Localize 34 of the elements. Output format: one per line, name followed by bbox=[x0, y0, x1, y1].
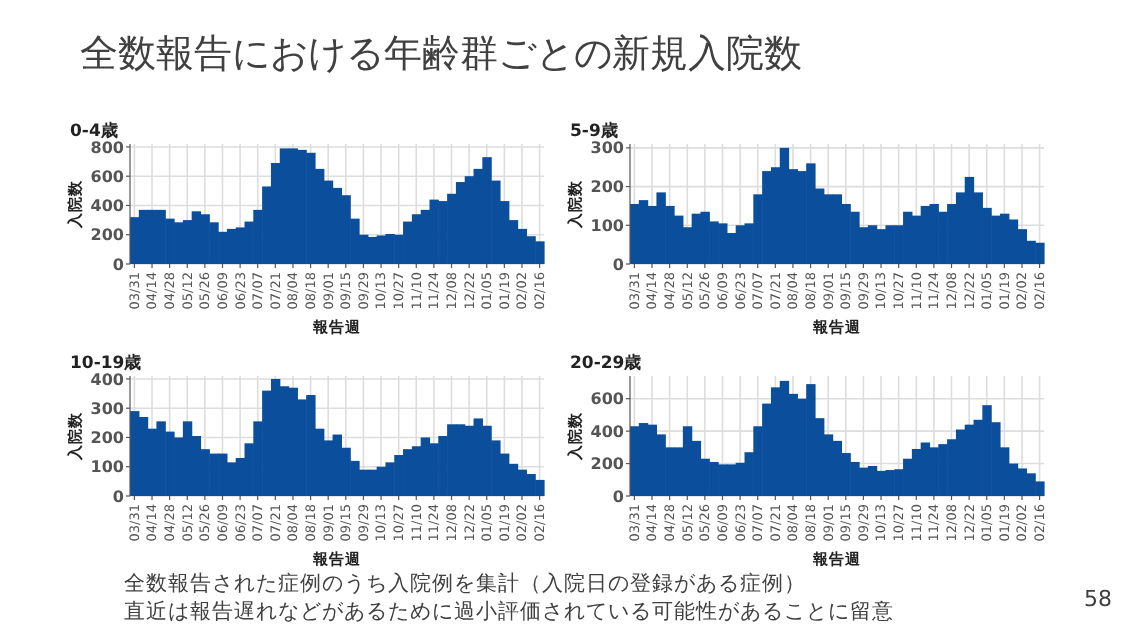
y-tick-label: 600 bbox=[590, 390, 625, 409]
bar bbox=[929, 447, 939, 496]
text: 全数報告における年齢群ごとの新規入院数 bbox=[80, 32, 802, 76]
text: 全数報告された症例のうち入院例を集計（入院日の登録がある症例） bbox=[124, 570, 806, 596]
text: 58 bbox=[1084, 586, 1112, 612]
y-tick-label: 600 bbox=[90, 167, 125, 186]
chart-title: 5-9歳 bbox=[570, 120, 619, 142]
chart-title: 0-4歳 bbox=[70, 120, 119, 142]
y-tick-label: 0 bbox=[612, 487, 625, 506]
chart-title: 20-29歳 bbox=[570, 352, 643, 374]
y-tick-label: 100 bbox=[590, 216, 625, 235]
bar bbox=[429, 199, 439, 264]
chart-title: 10-19歳 bbox=[70, 352, 143, 374]
y-tick-label: 200 bbox=[590, 178, 625, 197]
y-tick-label: 200 bbox=[90, 429, 125, 448]
y-tick-label: 800 bbox=[90, 138, 125, 157]
y-tick-label: 300 bbox=[590, 139, 625, 158]
y-tick-label: 200 bbox=[590, 455, 625, 474]
bar bbox=[385, 234, 395, 264]
y-tick-label: 200 bbox=[90, 226, 125, 245]
bar bbox=[429, 443, 439, 496]
y-tick-label: 400 bbox=[90, 370, 125, 389]
y-tick-label: 0 bbox=[612, 255, 625, 274]
y-tick-label: 400 bbox=[590, 422, 625, 441]
bar bbox=[885, 225, 895, 264]
bar bbox=[929, 204, 939, 264]
y-tick-label: 300 bbox=[90, 399, 125, 418]
y-tick-label: 0 bbox=[112, 487, 125, 506]
y-tick-label: 400 bbox=[90, 197, 125, 216]
y-tick-label: 100 bbox=[90, 458, 125, 477]
text: 直近は報告遅れなどがあるために過小評価されている可能性があることに留意 bbox=[124, 598, 894, 624]
bar bbox=[885, 470, 895, 496]
y-tick-label: 0 bbox=[112, 255, 125, 274]
bar bbox=[385, 462, 395, 496]
